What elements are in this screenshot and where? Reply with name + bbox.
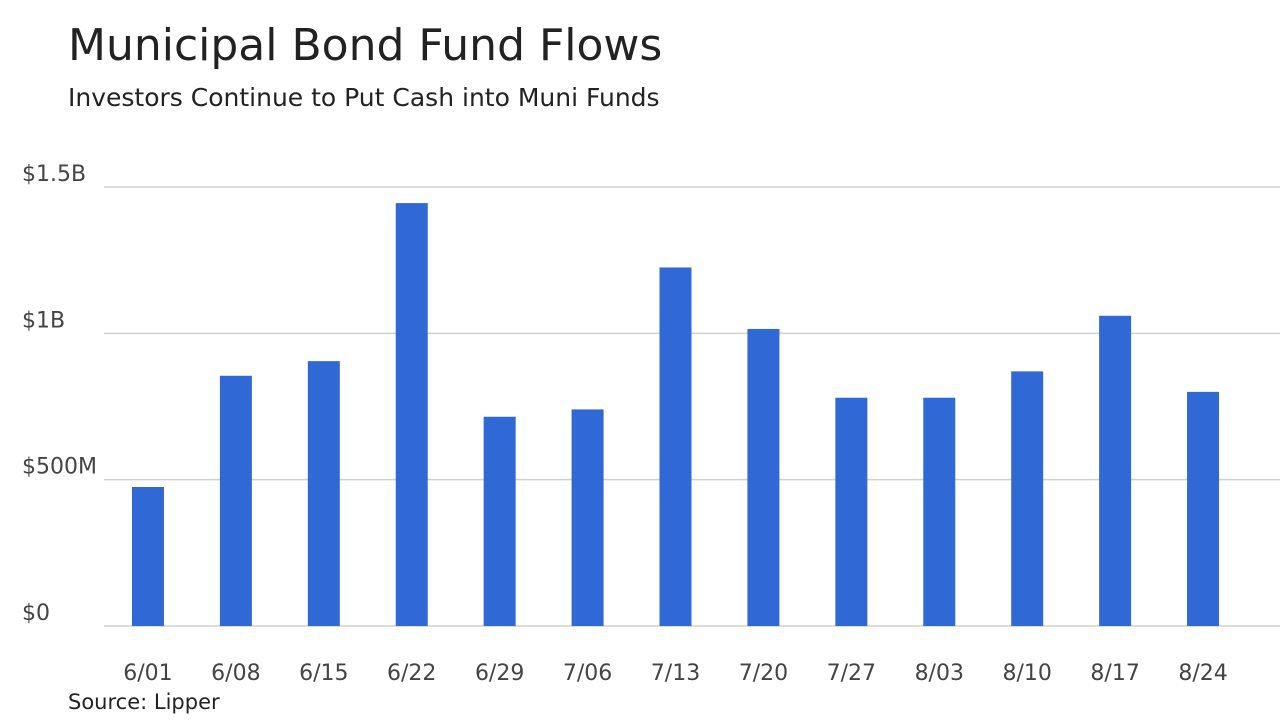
- x-tick-label: 7/13: [651, 661, 700, 686]
- x-tick-label: 6/08: [211, 661, 260, 686]
- x-tick-label: 6/15: [299, 661, 348, 686]
- chart-subtitle: Investors Continue to Put Cash into Muni…: [68, 83, 660, 112]
- y-tick-label: $1.5B: [22, 162, 86, 187]
- bar: [1011, 371, 1044, 626]
- x-tick-label: 6/29: [475, 661, 524, 686]
- bar: [835, 397, 868, 626]
- bar: [659, 267, 692, 626]
- x-tick-label: 8/03: [915, 661, 964, 686]
- bar: [571, 409, 604, 626]
- y-tick-label: $0: [22, 601, 50, 626]
- bar: [131, 486, 164, 626]
- bar: [1099, 315, 1132, 626]
- bar: [307, 361, 340, 626]
- x-tick-label: 8/10: [1002, 661, 1051, 686]
- bar: [1187, 391, 1220, 626]
- source-note: Source: Lipper: [68, 690, 220, 714]
- x-tick-label: 6/01: [123, 661, 172, 686]
- x-tick-label: 8/17: [1090, 661, 1139, 686]
- bar: [395, 203, 428, 626]
- x-tick-label: 6/22: [387, 661, 436, 686]
- bar: [483, 416, 516, 626]
- x-tick-label: 7/06: [563, 661, 612, 686]
- x-tick-label: 8/24: [1178, 661, 1227, 686]
- y-tick-label: $1B: [22, 308, 65, 333]
- x-tick-label: 7/27: [827, 661, 876, 686]
- bar: [219, 375, 252, 626]
- bar: [747, 328, 780, 626]
- chart-title: Municipal Bond Fund Flows: [68, 20, 662, 71]
- y-tick-label: $500M: [22, 455, 97, 480]
- x-tick-label: 7/20: [739, 661, 788, 686]
- bar: [923, 397, 956, 626]
